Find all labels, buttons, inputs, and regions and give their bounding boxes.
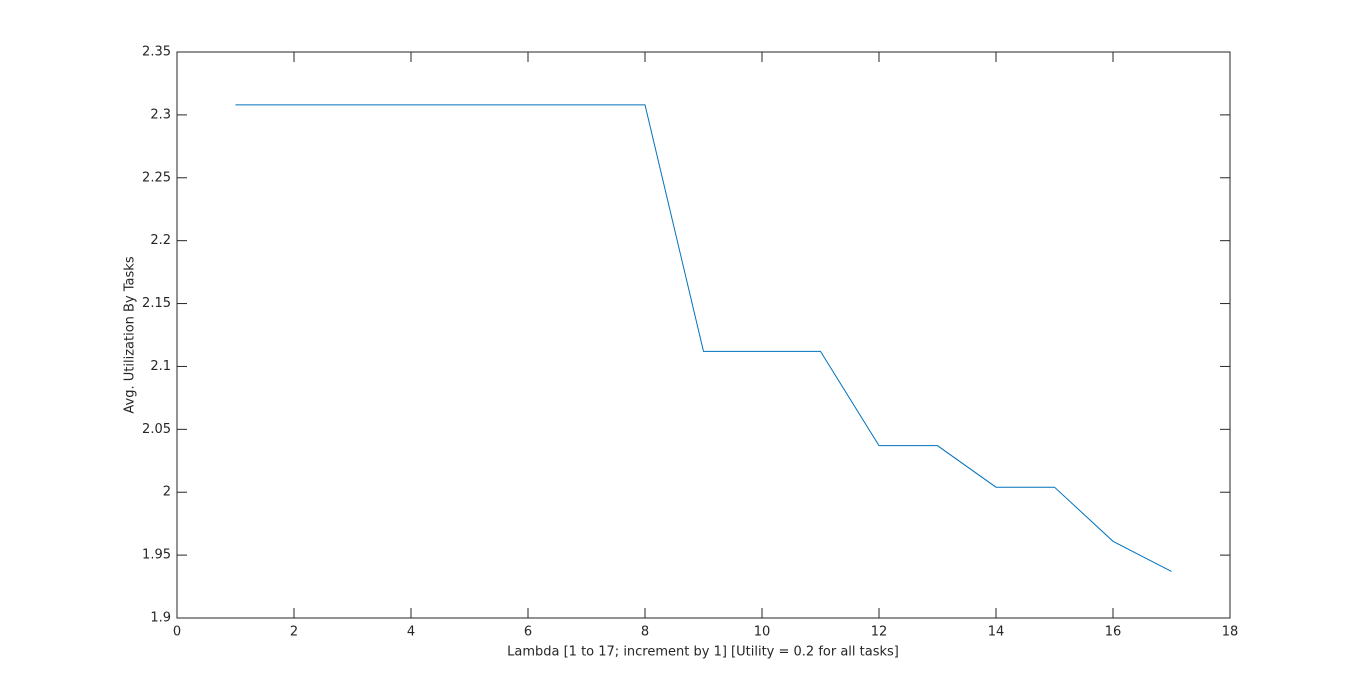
x-tick-label: 8 <box>641 625 649 640</box>
y-tick-label: 2.35 <box>142 45 171 60</box>
x-tick-label: 14 <box>988 625 1005 640</box>
y-axis-label: Avg. Utilization By Tasks <box>123 256 138 413</box>
x-tick-label: 10 <box>754 625 771 640</box>
y-tick-label: 2.05 <box>142 422 171 437</box>
y-tick-label: 2.25 <box>142 170 171 185</box>
y-tick-label: 2.15 <box>142 296 171 311</box>
x-tick-label: 6 <box>524 625 532 640</box>
x-tick-label: 18 <box>1222 625 1239 640</box>
y-tick-label: 2.3 <box>150 107 171 122</box>
y-tick-label: 1.95 <box>142 548 171 563</box>
x-axis-label: Lambda [1 to 17; increment by 1] [Utilit… <box>507 645 899 660</box>
x-tick-label: 16 <box>1105 625 1122 640</box>
y-tick-label: 2 <box>163 485 171 500</box>
y-tick-label: 2.2 <box>150 233 171 248</box>
y-tick-label: 1.9 <box>150 611 171 626</box>
x-tick-label: 2 <box>290 625 298 640</box>
plot-box <box>176 51 1231 619</box>
data-line <box>235 104 1172 572</box>
x-tick-label: 0 <box>173 625 181 640</box>
x-tick-label: 12 <box>871 625 888 640</box>
y-tick-label: 2.1 <box>150 359 171 374</box>
x-tick-label: 4 <box>407 625 415 640</box>
